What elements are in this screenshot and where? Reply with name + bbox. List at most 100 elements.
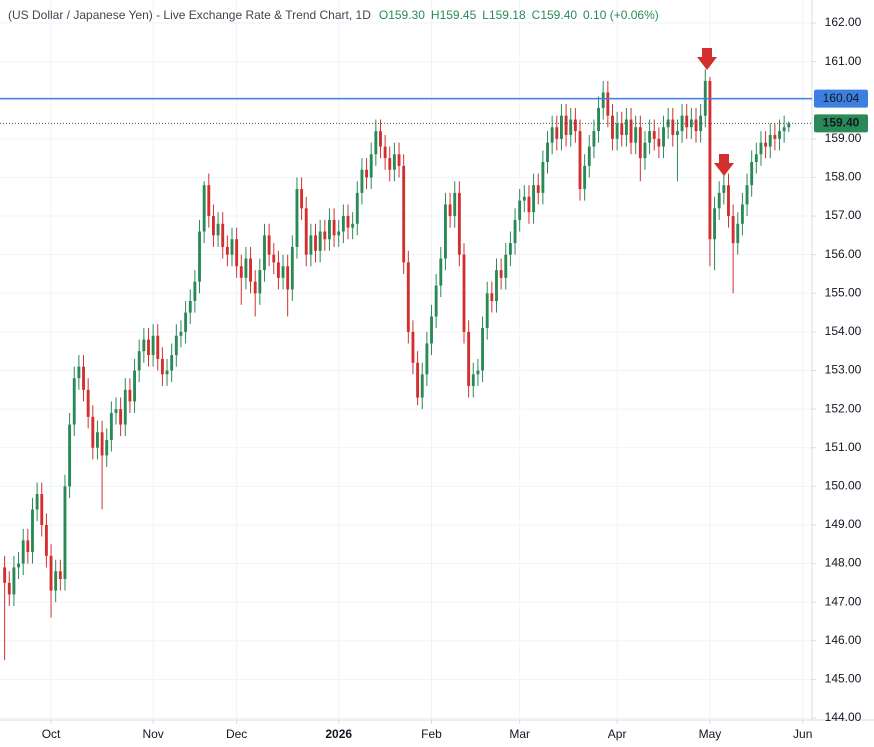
- candle-body: [471, 374, 475, 386]
- candle-body: [666, 119, 670, 128]
- candle-body: [137, 351, 141, 371]
- candle-body: [304, 208, 308, 255]
- candle-body: [467, 331, 471, 386]
- candle-body: [518, 200, 522, 220]
- candle-body: [114, 409, 118, 413]
- candle-body: [7, 582, 11, 595]
- x-tick-label: Dec: [226, 727, 247, 741]
- candle-body: [578, 131, 582, 190]
- candle-body: [91, 416, 95, 448]
- candle-body: [611, 115, 614, 139]
- header-change: 0.10 (+0.06%): [583, 8, 659, 22]
- candle-body: [49, 555, 53, 591]
- candle-body: [420, 374, 424, 398]
- candle-body: [448, 204, 452, 217]
- candle-body: [555, 127, 559, 139]
- candle-body: [337, 231, 341, 236]
- candle-body: [745, 185, 749, 205]
- candle-body: [490, 293, 494, 301]
- candle-body: [207, 185, 211, 217]
- candle-body: [295, 189, 299, 247]
- candle-body: [12, 567, 16, 595]
- candle-body: [253, 281, 257, 294]
- candle-body: [202, 185, 206, 232]
- candle-body: [495, 270, 498, 301]
- candle-body: [72, 378, 76, 425]
- header: (US Dollar / Japanese Yen) - Live Exchan…: [8, 8, 659, 22]
- candle-body: [160, 358, 164, 375]
- candle-body: [550, 127, 554, 143]
- candle-body: [369, 154, 373, 178]
- candle-body: [676, 131, 679, 135]
- candle-body: [402, 165, 406, 263]
- grid: [0, 0, 812, 720]
- candle-body: [750, 162, 754, 186]
- candle-body: [198, 231, 201, 282]
- y-tick-label: 146.00: [825, 633, 862, 647]
- arrow-marker: [697, 48, 717, 70]
- candle-body: [193, 281, 197, 301]
- header-close: C159.40: [532, 8, 578, 22]
- candle-body: [643, 142, 647, 159]
- candle-body: [314, 235, 317, 251]
- candle-body: [731, 216, 735, 244]
- candle-body: [341, 216, 345, 232]
- candle-body: [439, 258, 443, 286]
- candle-body: [416, 362, 420, 398]
- candle-body: [286, 266, 290, 290]
- candle-body: [351, 223, 355, 228]
- candle-body: [128, 389, 132, 402]
- candle-body: [680, 115, 684, 132]
- candle-body: [258, 270, 262, 294]
- price-tag: [814, 114, 868, 133]
- candle-body: [26, 540, 30, 552]
- candle-body: [629, 119, 633, 143]
- candle-body: [740, 204, 744, 224]
- candle-body: [569, 119, 573, 135]
- candle-body: [249, 258, 252, 282]
- candle-body: [499, 270, 503, 278]
- candle-body: [142, 339, 146, 352]
- candle-body: [360, 169, 364, 193]
- candle-body: [787, 123, 791, 128]
- candle-body: [82, 366, 85, 390]
- candle-body: [624, 119, 628, 135]
- candle-body: [35, 494, 39, 510]
- x-tick-label: Nov: [142, 727, 163, 741]
- x-tick-label: May: [699, 727, 722, 741]
- candle-body: [346, 216, 350, 228]
- candle-body: [759, 142, 763, 155]
- candle-body: [546, 142, 549, 162]
- candle-body: [662, 127, 665, 147]
- candle-body: [587, 146, 591, 166]
- candle-body: [722, 185, 726, 193]
- y-tick-label: 156.00: [825, 247, 862, 261]
- candle-body: [68, 424, 72, 487]
- candle-body: [406, 262, 410, 332]
- chart-title: (US Dollar / Japanese Yen) - Live Exchan…: [8, 8, 371, 22]
- candle-body: [212, 216, 215, 236]
- candle-body: [615, 123, 619, 139]
- candle-body: [671, 119, 675, 135]
- candle-body: [685, 115, 689, 128]
- candle-body: [63, 486, 67, 579]
- candle-body: [527, 196, 531, 213]
- candle-body: [583, 165, 587, 190]
- candle-body: [267, 235, 271, 255]
- candle-body: [230, 239, 234, 255]
- header-high: H159.45: [431, 8, 477, 22]
- candle-body: [699, 115, 703, 132]
- candle-body: [3, 567, 7, 583]
- candle-body: [147, 339, 150, 356]
- candle-body: [727, 185, 730, 217]
- candle-body: [100, 432, 104, 456]
- candle-body: [119, 409, 123, 425]
- candle-body: [457, 192, 461, 255]
- candle-body: [513, 219, 517, 244]
- candle-body: [476, 370, 480, 375]
- candle-body: [708, 80, 712, 240]
- header-open: O159.30: [379, 8, 425, 22]
- candle-body: [86, 389, 90, 417]
- candle-body: [430, 316, 433, 344]
